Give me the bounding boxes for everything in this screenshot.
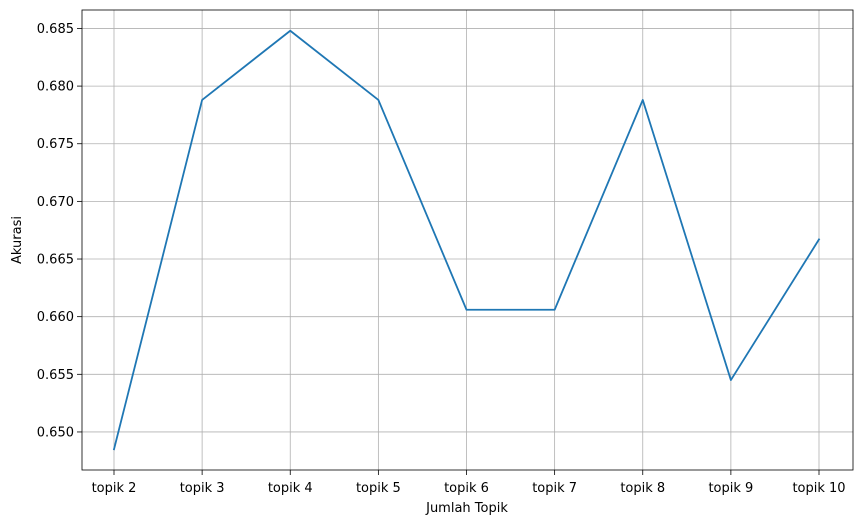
y-tick-label: 0.650	[37, 425, 74, 440]
y-tick-label: 0.685	[37, 22, 74, 37]
x-tick-label: topik 5	[356, 481, 401, 496]
series-layer	[112, 29, 821, 451]
y-axis: 0.650 0.655 0.660 0.665 0.670 0.675 0.680 0.685	[37, 22, 82, 440]
x-tick-label: topik 2	[92, 481, 137, 496]
x-tick-label: topik 7	[532, 481, 577, 496]
x-axis: topik 2 topik 3 topik 4 topik 5 topik 6 topik…	[92, 470, 846, 496]
grid	[82, 10, 853, 470]
plot-frame	[81, 9, 854, 471]
x-axis-label: Jumlah Topik	[425, 501, 508, 516]
y-tick-label: 0.655	[37, 368, 74, 383]
y-tick-label: 0.680	[37, 80, 74, 95]
x-tick-label: topik 4	[268, 481, 313, 496]
x-tick-label: topik 9	[708, 481, 753, 496]
x-tick-label: topik 3	[180, 481, 225, 496]
y-tick-label: 0.660	[37, 310, 74, 325]
x-tick-label: topik 6	[444, 481, 489, 496]
x-tick-label: topik 10	[792, 481, 845, 496]
y-tick-label: 0.675	[37, 137, 74, 152]
y-tick-label: 0.670	[37, 195, 74, 210]
y-axis-label: Akurasi	[10, 216, 25, 264]
y-tick-label: 0.665	[37, 253, 74, 268]
x-tick-label: topik 8	[620, 481, 665, 496]
series-line	[112, 29, 821, 451]
